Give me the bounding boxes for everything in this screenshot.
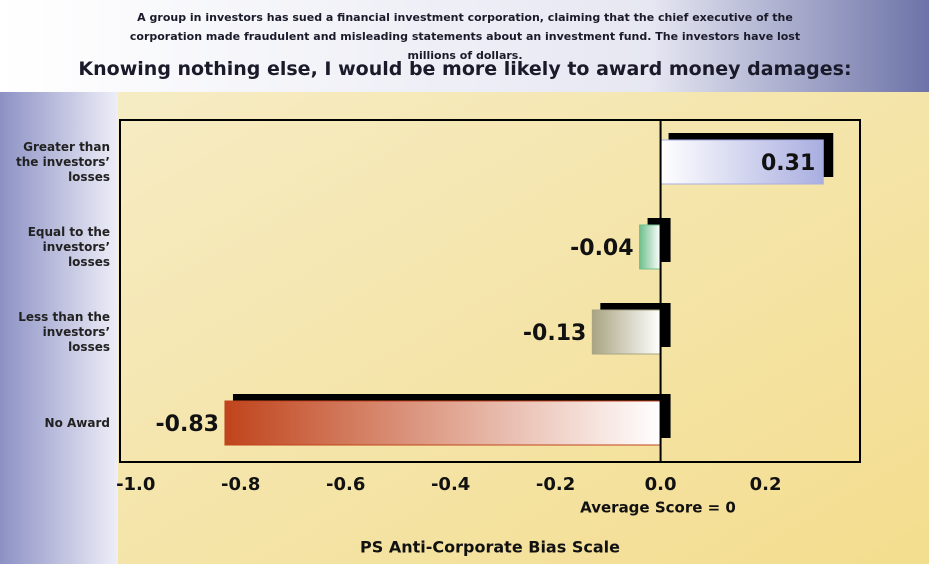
bar bbox=[224, 400, 662, 446]
header-band bbox=[0, 0, 929, 92]
x-tick-label: 0.2 bbox=[750, 474, 782, 495]
category-label: No Award bbox=[44, 415, 110, 430]
category-label: Less than the investors’ losses bbox=[18, 309, 110, 354]
chart-title: Knowing nothing else, I would be more li… bbox=[78, 58, 852, 80]
x-tick-label: 0.0 bbox=[645, 474, 677, 495]
data-label: -0.04 bbox=[570, 236, 633, 261]
category-label: Greater than the investors’ losses bbox=[16, 139, 110, 184]
left-panel bbox=[0, 92, 118, 564]
category-label: Equal to the investors’ losses bbox=[27, 224, 110, 269]
data-label: -0.13 bbox=[523, 321, 586, 346]
x-tick-label: -1.0 bbox=[116, 474, 155, 495]
x-tick-label: -0.6 bbox=[326, 474, 365, 495]
x-axis-label: PS Anti-Corporate Bias Scale bbox=[360, 538, 620, 557]
subtitle: A group in investors has sued a financia… bbox=[129, 11, 801, 62]
data-label: -0.83 bbox=[156, 412, 219, 437]
plot-frame bbox=[119, 119, 861, 463]
x-tick-label: -0.2 bbox=[536, 474, 575, 495]
x-tick-label: -0.8 bbox=[221, 474, 260, 495]
data-label: 0.31 bbox=[761, 151, 815, 176]
x-tick-label: -0.4 bbox=[431, 474, 470, 495]
bar bbox=[660, 139, 824, 185]
bar bbox=[591, 309, 662, 355]
bar bbox=[639, 224, 662, 270]
annotation: Average Score = 0 bbox=[580, 499, 736, 517]
